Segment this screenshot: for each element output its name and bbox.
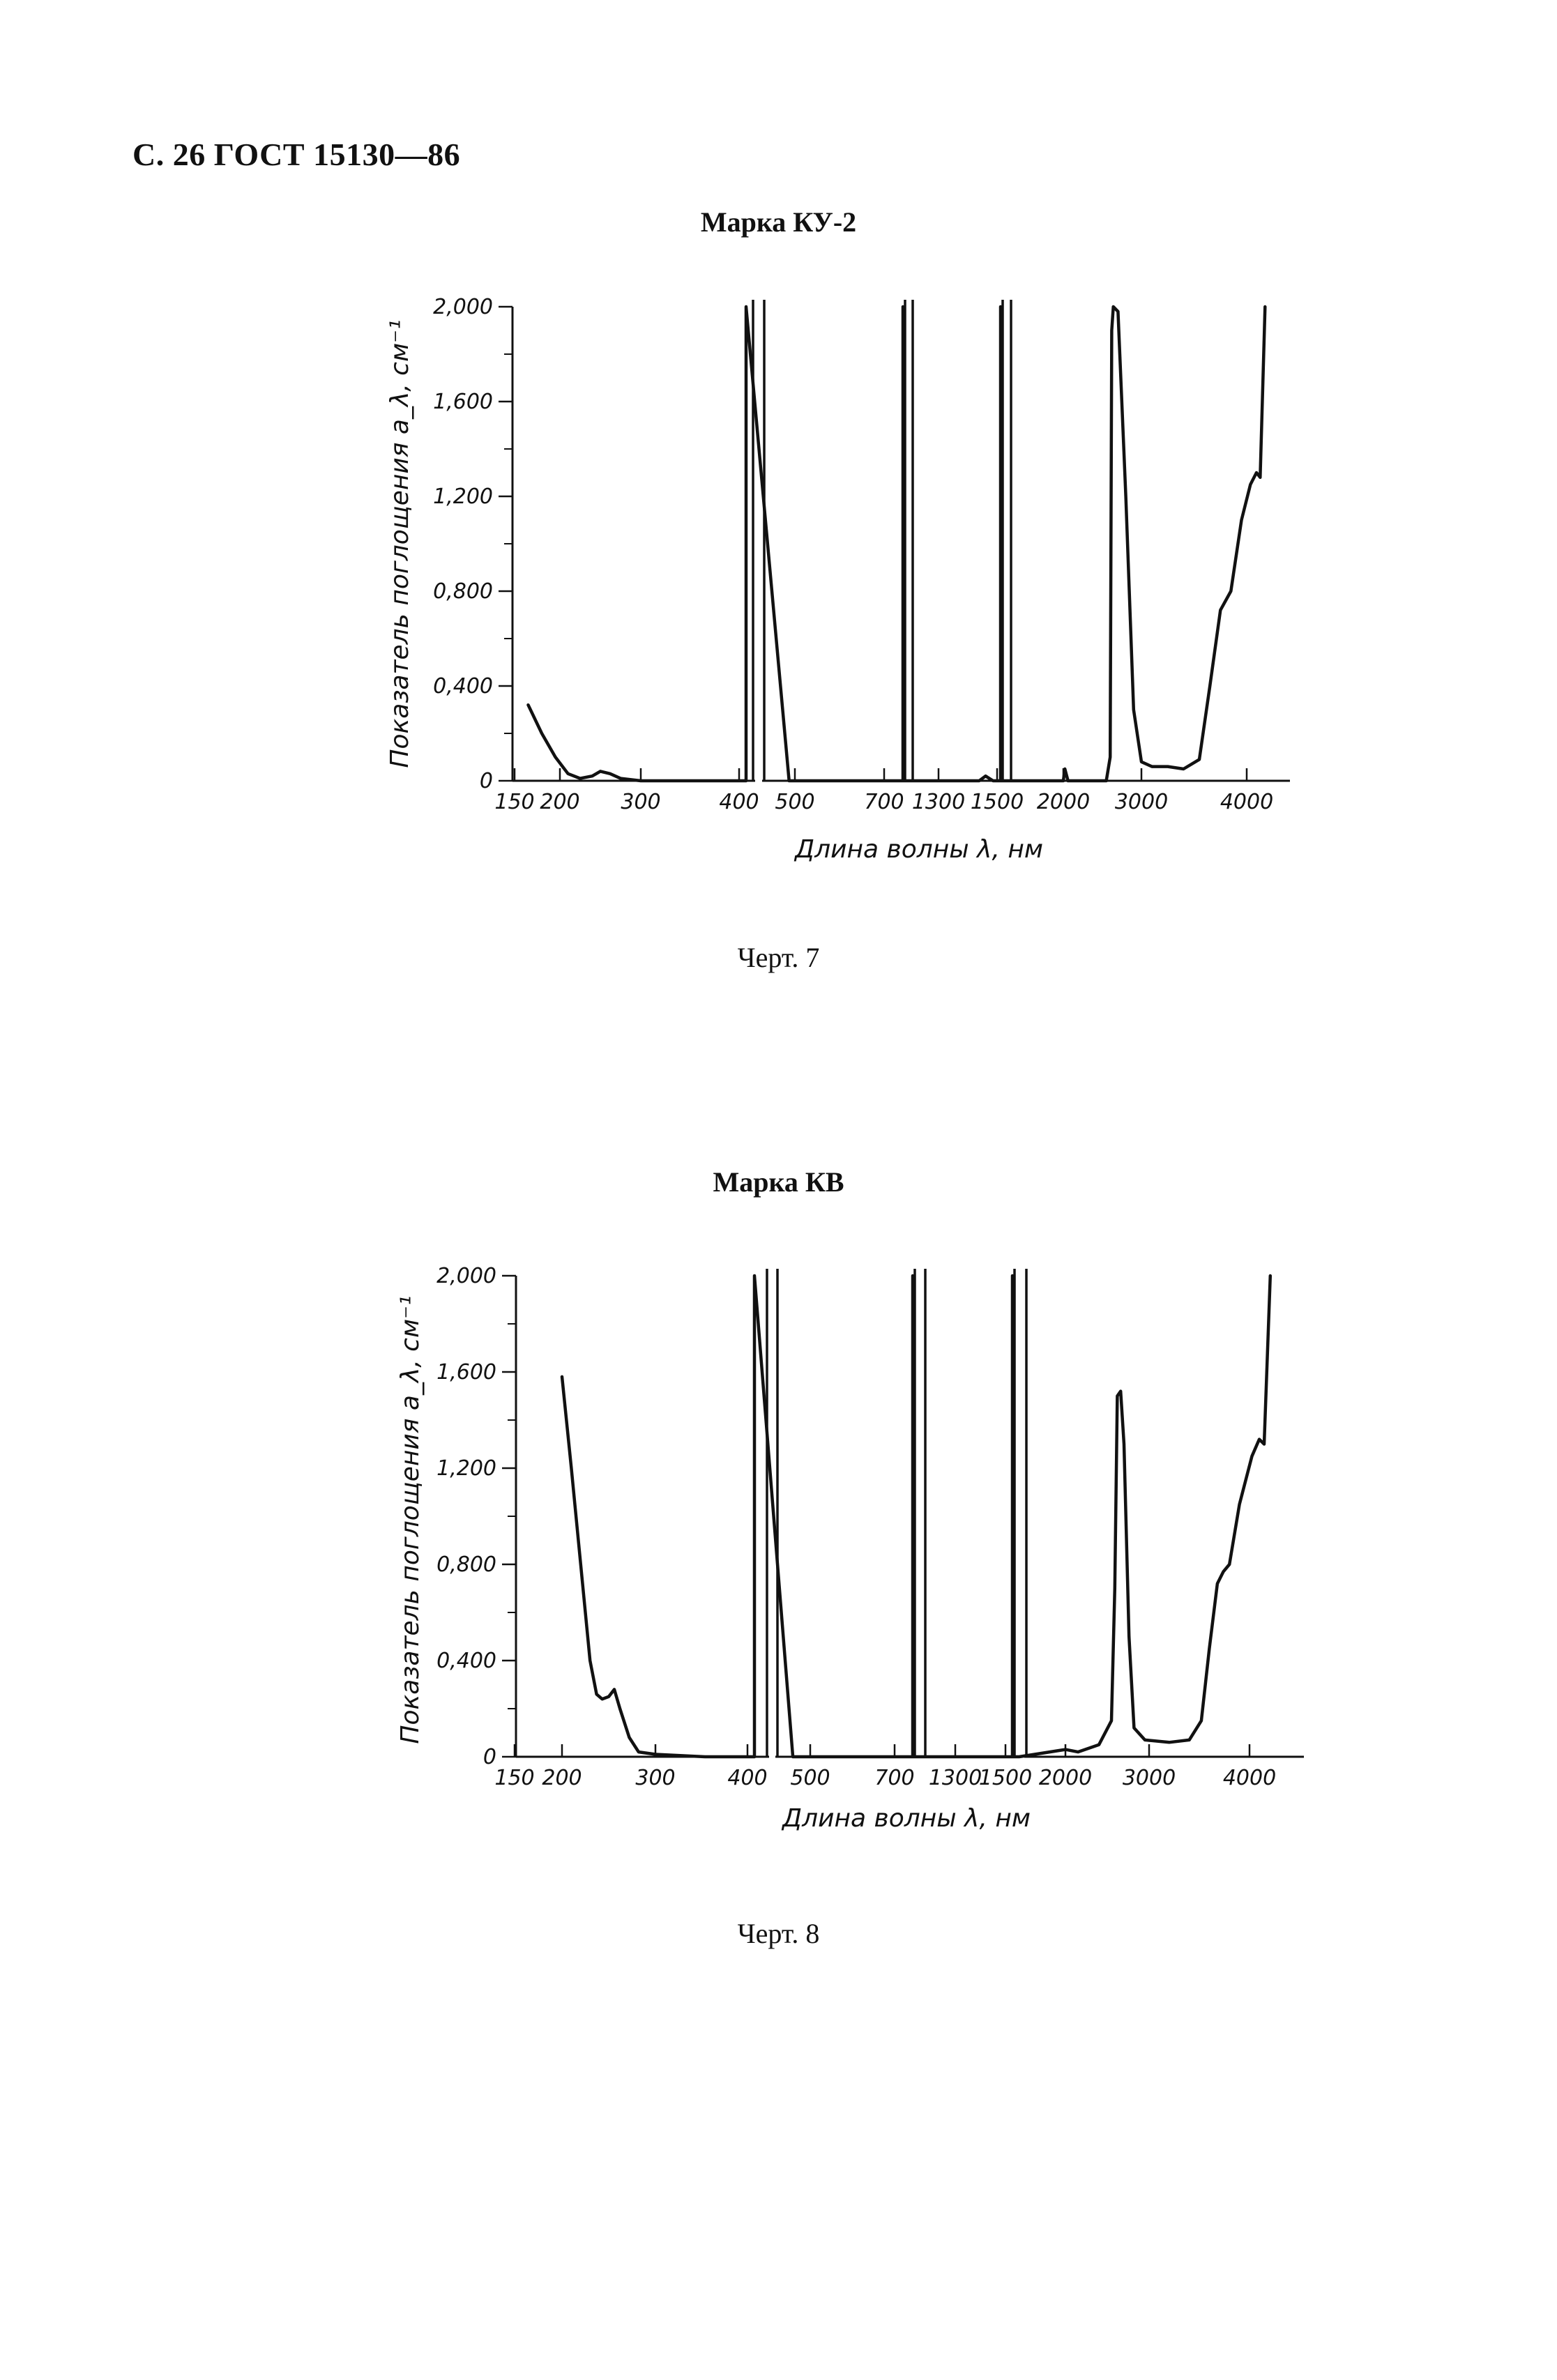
x-tick-label: 700 (864, 790, 904, 814)
x-tick-label: 150 (494, 790, 534, 814)
y-tick-label: 0,400 (436, 1649, 496, 1673)
series-line (526, 305, 1267, 783)
y-axis-label: Показатель поглощения a_λ, см⁻¹ (386, 319, 414, 768)
x-tick-label: 500 (775, 790, 814, 814)
x-tick-label: 300 (635, 1766, 675, 1790)
y-tick-label: 0,800 (436, 1553, 496, 1577)
x-axis-label: Длина волны λ, нм (793, 835, 1043, 864)
x-tick-label: 1300 (912, 790, 965, 814)
x-tick-label: 200 (542, 1766, 582, 1790)
series-line (560, 1274, 1273, 1759)
x-tick-label: 400 (719, 790, 759, 814)
x-tick-label: 3000 (1123, 1766, 1176, 1790)
page-header: С. 26 ГОСТ 15130—86 (132, 137, 461, 172)
y-tick-label: 1,200 (436, 1456, 496, 1481)
y-tick-label: 0,400 (433, 674, 493, 699)
x-tick-label: 500 (790, 1766, 830, 1790)
x-tick-label: 1300 (929, 1766, 982, 1790)
x-tick-label: 200 (540, 790, 579, 814)
x-tick-label: 4000 (1223, 1766, 1276, 1790)
y-tick-label: 0 (483, 1745, 496, 1769)
x-tick-label: 3000 (1115, 790, 1168, 814)
x-tick-label: 1500 (979, 1766, 1032, 1790)
y-axis-label: Показатель поглощения a_λ, см⁻¹ (396, 1295, 425, 1744)
x-tick-label: 150 (494, 1766, 534, 1790)
x-tick-label: 2000 (1039, 1766, 1092, 1790)
y-tick-label: 2,000 (436, 1264, 496, 1288)
chart-1: 0 0,400 0,800 1,200 1,600 2,000 150 200 300 400 50… (386, 295, 1290, 864)
x-tick-label: 400 (727, 1766, 767, 1790)
chart-1-title: Марка КУ-2 (700, 206, 857, 238)
x-tick-label: 4000 (1220, 790, 1273, 814)
chart-2: 0 0,400 0,800 1,200 1,600 2,000 150 200 300 400 50… (396, 1264, 1304, 1833)
y-tick-label: 1,600 (436, 1360, 496, 1384)
y-tick-label: 2,000 (433, 295, 493, 319)
x-tick-label: 2000 (1037, 790, 1090, 814)
y-tick-label: 1,200 (433, 485, 493, 509)
x-tick-label: 700 (874, 1766, 914, 1790)
x-tick-label: 300 (621, 790, 660, 814)
x-axis-label: Длина волны λ, нм (781, 1804, 1031, 1833)
y-tick-label: 0,800 (433, 579, 493, 604)
x-tick-label: 1500 (971, 790, 1024, 814)
chart-1-caption: Черт. 7 (737, 942, 820, 973)
chart-2-title: Марка КВ (713, 1166, 844, 1198)
chart-2-caption: Черт. 8 (737, 1918, 820, 1949)
y-tick-label: 0 (480, 769, 493, 793)
y-tick-label: 1,600 (433, 390, 493, 414)
